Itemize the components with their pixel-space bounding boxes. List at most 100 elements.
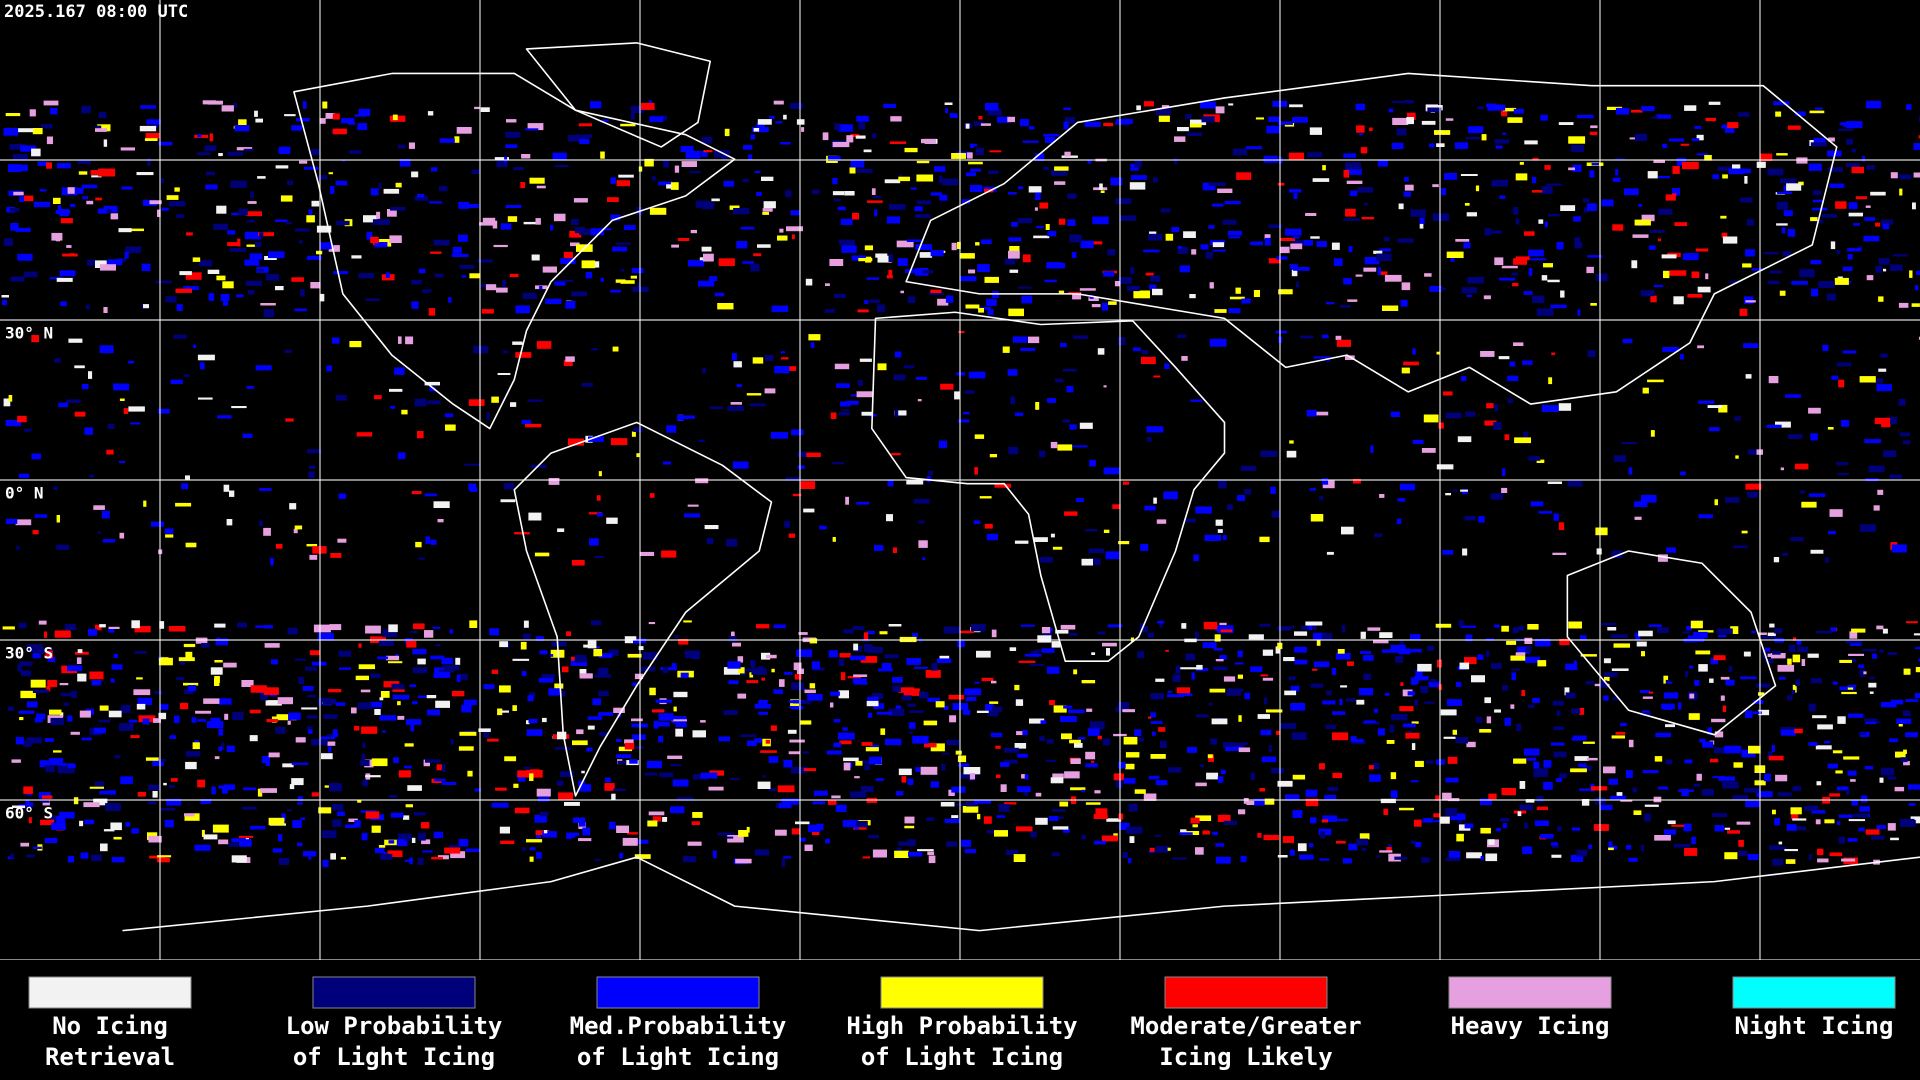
icing-cell (858, 258, 873, 262)
icing-cell (751, 668, 767, 675)
icing-cell (296, 117, 310, 122)
icing-cell (1695, 248, 1709, 252)
icing-cell (59, 712, 64, 717)
icing-cell (1858, 664, 1865, 669)
icing-cell (1223, 676, 1236, 682)
icing-cell (1204, 534, 1222, 541)
icing-cell (64, 624, 77, 631)
icing-cell (809, 683, 816, 689)
icing-cell (1264, 798, 1275, 805)
icing-cell (93, 727, 106, 734)
icing-cell (529, 773, 534, 781)
icing-cell (896, 847, 902, 853)
icing-cell (1745, 249, 1755, 257)
icing-cell (244, 231, 262, 240)
icing-cell (1767, 751, 1773, 759)
icing-cell (1807, 653, 1819, 658)
icing-cell (666, 425, 677, 433)
icing-cell (1312, 178, 1330, 182)
icing-cell (1801, 501, 1817, 508)
icing-cell (140, 105, 156, 109)
icing-cell (1864, 217, 1876, 221)
icing-cell (560, 771, 574, 777)
icing-cell (100, 843, 108, 852)
icing-cell (1436, 351, 1440, 355)
icing-cell (531, 254, 540, 261)
icing-cell (1524, 231, 1535, 236)
icing-cell (332, 819, 342, 827)
icing-cell (441, 764, 446, 772)
icing-cell (1252, 241, 1263, 246)
icing-cell (938, 175, 943, 184)
icing-cell (1710, 657, 1719, 665)
icing-cell (46, 162, 52, 169)
icing-cell (1611, 668, 1629, 671)
icing-cell (1790, 807, 1802, 815)
icing-cell (1263, 834, 1279, 841)
icing-cell (1861, 155, 1865, 162)
icing-cell (1085, 751, 1096, 760)
icing-cell (610, 289, 621, 293)
icing-cell (1843, 123, 1860, 127)
icing-cell (1638, 203, 1643, 207)
icing-cell (1390, 790, 1398, 798)
icing-cell (1200, 101, 1216, 109)
icing-cell (1335, 652, 1351, 660)
icing-cell (15, 519, 32, 526)
icing-cell (1359, 833, 1370, 840)
icing-cell (1491, 179, 1509, 187)
icing-cell (1847, 684, 1857, 688)
icing-cell (843, 757, 859, 762)
icing-cell (197, 354, 215, 361)
icing-cell (1558, 403, 1572, 411)
icing-cell (392, 114, 398, 121)
icing-cell (37, 161, 49, 166)
icing-cell (1150, 712, 1157, 718)
icing-cell (395, 654, 399, 657)
icing-cell (1695, 650, 1711, 655)
icing-cell (1343, 170, 1350, 178)
icing-cell (1603, 672, 1618, 677)
icing-cell (405, 836, 411, 841)
icing-cell (128, 719, 138, 723)
icing-cell (137, 697, 152, 705)
icing-cell (1879, 649, 1884, 653)
icing-cell (557, 528, 565, 532)
icing-cell (1428, 143, 1435, 148)
icing-cell (1654, 756, 1663, 762)
icing-cell (371, 825, 381, 833)
icing-cell (1772, 809, 1776, 815)
icing-cell (955, 750, 962, 755)
icing-cell (513, 167, 524, 171)
icing-cell (390, 207, 406, 211)
icing-cell (362, 742, 366, 749)
icing-cell (1808, 703, 1816, 712)
icing-cell (1543, 760, 1552, 768)
icing-cell (491, 669, 499, 674)
icing-cell (1087, 728, 1100, 736)
icing-cell (727, 835, 744, 843)
icing-cell (265, 758, 270, 766)
icing-cell (855, 135, 866, 139)
icing-cell (209, 133, 214, 142)
icing-cell (1615, 107, 1630, 115)
icing-cell (922, 557, 926, 560)
icing-cell (1697, 345, 1704, 349)
icing-cell (489, 628, 500, 636)
icing-cell (430, 539, 437, 545)
icing-cell (692, 812, 703, 818)
icing-cell (841, 245, 857, 253)
icing-cell (1488, 793, 1497, 800)
icing-cell (832, 191, 844, 196)
icing-cell (468, 399, 485, 406)
icing-cell (365, 775, 381, 778)
icing-cell (971, 624, 986, 632)
icing-cell (1085, 763, 1098, 768)
icing-cell (1208, 754, 1214, 762)
icing-cell (1217, 625, 1234, 634)
icing-cell (308, 729, 313, 734)
icing-cell (1309, 843, 1314, 848)
icing-cell (1320, 831, 1325, 839)
icing-cell (1657, 786, 1669, 790)
icing-cell (1865, 100, 1882, 109)
